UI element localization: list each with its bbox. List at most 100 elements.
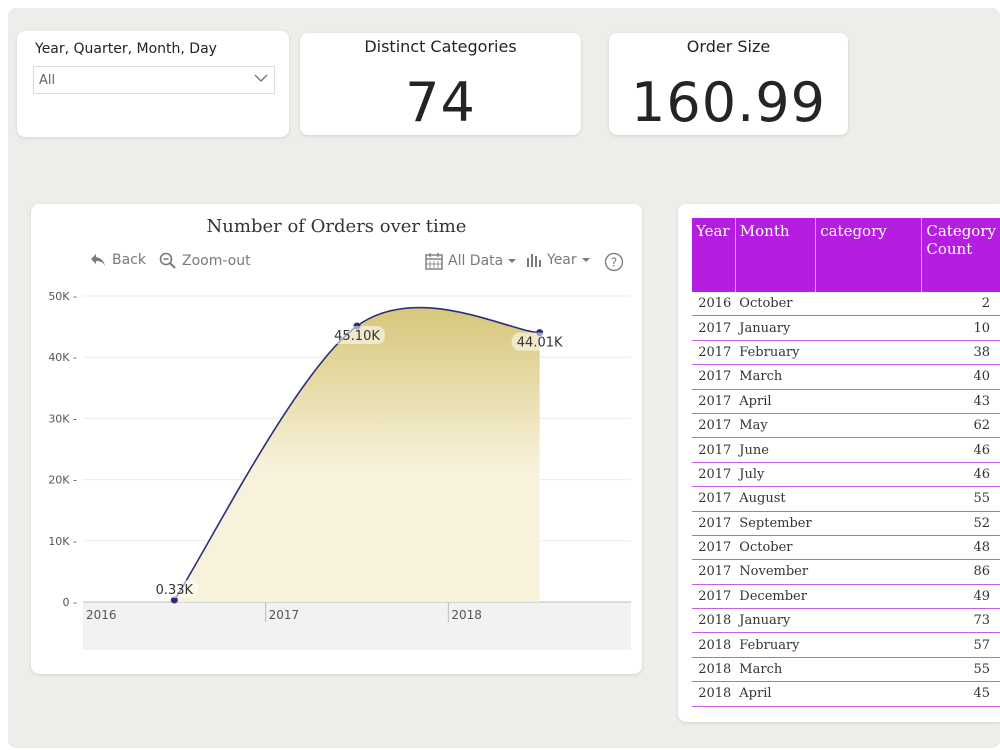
table-row: 2016 October 2 — [692, 292, 1000, 317]
cell-category-count: 38 — [921, 340, 1000, 366]
cell-year: 2017 — [692, 584, 736, 610]
cell-category — [815, 315, 922, 341]
orders-area-chart[interactable]: 0 - 10K - 20K - 30K - 40K - 50K - 2016 2017 2018… — [31, 204, 642, 674]
cell-month: April — [735, 389, 816, 414]
help-button[interactable]: ? — [604, 252, 624, 272]
cell-category-count: 46 — [921, 437, 1000, 463]
series-area — [174, 307, 540, 602]
kpi-card-distinct-categories: Distinct Categories 74 — [300, 33, 581, 135]
cell-category-count: 52 — [921, 511, 1000, 536]
y-tick-label: 30K - — [48, 412, 77, 425]
cell-year: 2017 — [692, 437, 736, 463]
table-row: 2017 June 46 — [692, 437, 1000, 463]
year-dropdown[interactable]: Year — [526, 252, 590, 268]
cell-month: May — [735, 413, 816, 439]
caret-down-icon — [581, 258, 590, 262]
cell-category-count: 48 — [921, 535, 1000, 561]
cell-category — [815, 437, 922, 463]
cell-year: 2017 — [692, 413, 736, 439]
cell-category-count: 40 — [921, 364, 1000, 390]
cell-category-count: 55 — [921, 657, 1000, 683]
chart-title: Number of Orders over time — [206, 216, 467, 237]
y-tick-label: 40K - — [48, 351, 77, 364]
slicer-title: Year, Quarter, Month, Day — [35, 41, 217, 57]
kpi-label: Distinct Categories — [364, 37, 517, 56]
cell-category — [815, 511, 922, 536]
y-tick-label: 0 - — [63, 596, 77, 609]
back-label: Back — [112, 252, 146, 268]
cell-month: February — [735, 632, 816, 658]
cell-month: November — [735, 559, 816, 585]
zoom-out-label: Zoom-out — [182, 253, 251, 269]
cell-year: 2016 — [692, 292, 736, 317]
cell-category — [815, 657, 922, 683]
column-header-year[interactable]: Year — [692, 218, 736, 292]
data-point[interactable] — [170, 596, 178, 604]
cell-category-count: 46 — [921, 462, 1000, 488]
x-tick-label: 2016 — [86, 608, 117, 622]
table-row: 2017 April 43 — [692, 389, 1000, 414]
column-header-month[interactable]: Month — [735, 218, 817, 292]
cell-year: 2017 — [692, 486, 736, 512]
cell-month: April — [735, 681, 816, 707]
table-row: 2017 March 40 — [692, 364, 1000, 390]
back-arrow-icon — [91, 254, 105, 266]
help-icon: ? — [604, 252, 624, 272]
slicer-dropdown[interactable]: All — [33, 66, 275, 94]
cell-month: December — [735, 584, 816, 610]
cell-year: 2017 — [692, 364, 736, 390]
cell-month: January — [735, 608, 816, 634]
zoom-out-button[interactable]: Zoom-out — [159, 252, 251, 270]
all-data-label: All Data — [448, 253, 504, 269]
cell-category — [815, 413, 922, 439]
table-row: 2018 April 45 — [692, 681, 1000, 707]
cell-category-count: 43 — [921, 389, 1000, 414]
calendar-icon — [425, 253, 443, 270]
caret-down-icon — [508, 259, 517, 263]
y-tick-label: 50K - — [48, 290, 77, 303]
cell-category-count: 55 — [921, 486, 1000, 512]
all-data-dropdown[interactable]: All Data — [425, 252, 517, 270]
cell-year: 2017 — [692, 511, 736, 536]
date-slicer: Year, Quarter, Month, Day All — [17, 31, 289, 137]
cell-month: October — [735, 292, 816, 317]
column-header-category-count[interactable]: Category Count — [921, 218, 1000, 292]
table-row: 2018 January 73 — [692, 608, 1000, 634]
cell-month: September — [735, 511, 816, 536]
cell-category-count: 57 — [921, 632, 1000, 658]
table-row: 2017 September 52 — [692, 511, 1000, 536]
bar-chart-icon — [527, 254, 541, 267]
table-row: 2018 March 55 — [692, 657, 1000, 683]
table-row: 2018 February 57 — [692, 632, 1000, 658]
cell-category-count: 73 — [921, 608, 1000, 634]
cell-month: January — [735, 315, 816, 341]
cell-year: 2017 — [692, 462, 736, 488]
data-label: 44.01K — [517, 336, 563, 351]
cell-year: 2018 — [692, 681, 736, 707]
cell-year: 2017 — [692, 315, 736, 341]
cell-category-count: 2 — [921, 292, 1000, 317]
cell-month: March — [735, 657, 816, 683]
kpi-label: Order Size — [686, 37, 771, 56]
cell-month: March — [735, 364, 816, 390]
table-row: 2017 August 55 — [692, 486, 1000, 512]
chevron-down-icon — [254, 74, 268, 82]
cell-category-count: 62 — [921, 413, 1000, 439]
kpi-card-order-size: Order Size 160.99 — [609, 33, 848, 135]
column-header-category[interactable]: category — [815, 218, 923, 292]
cell-month: August — [735, 486, 816, 512]
slicer-value: All — [39, 73, 56, 88]
category-count-table-card: Year Month category Category Count 2016 O… — [678, 204, 1000, 722]
cell-year: 2018 — [692, 632, 736, 658]
table-row: 2017 December 49 — [692, 584, 1000, 610]
cell-category — [815, 462, 922, 488]
cell-category — [815, 292, 922, 317]
cell-month: June — [735, 437, 816, 463]
back-button[interactable]: Back — [89, 252, 146, 268]
kpi-value: 160.99 — [631, 71, 826, 134]
cell-year: 2017 — [692, 389, 736, 414]
cell-category — [815, 584, 922, 610]
data-label-bg — [329, 325, 385, 344]
cell-year: 2018 — [692, 657, 736, 683]
table-row: 2017 November 86 — [692, 559, 1000, 585]
